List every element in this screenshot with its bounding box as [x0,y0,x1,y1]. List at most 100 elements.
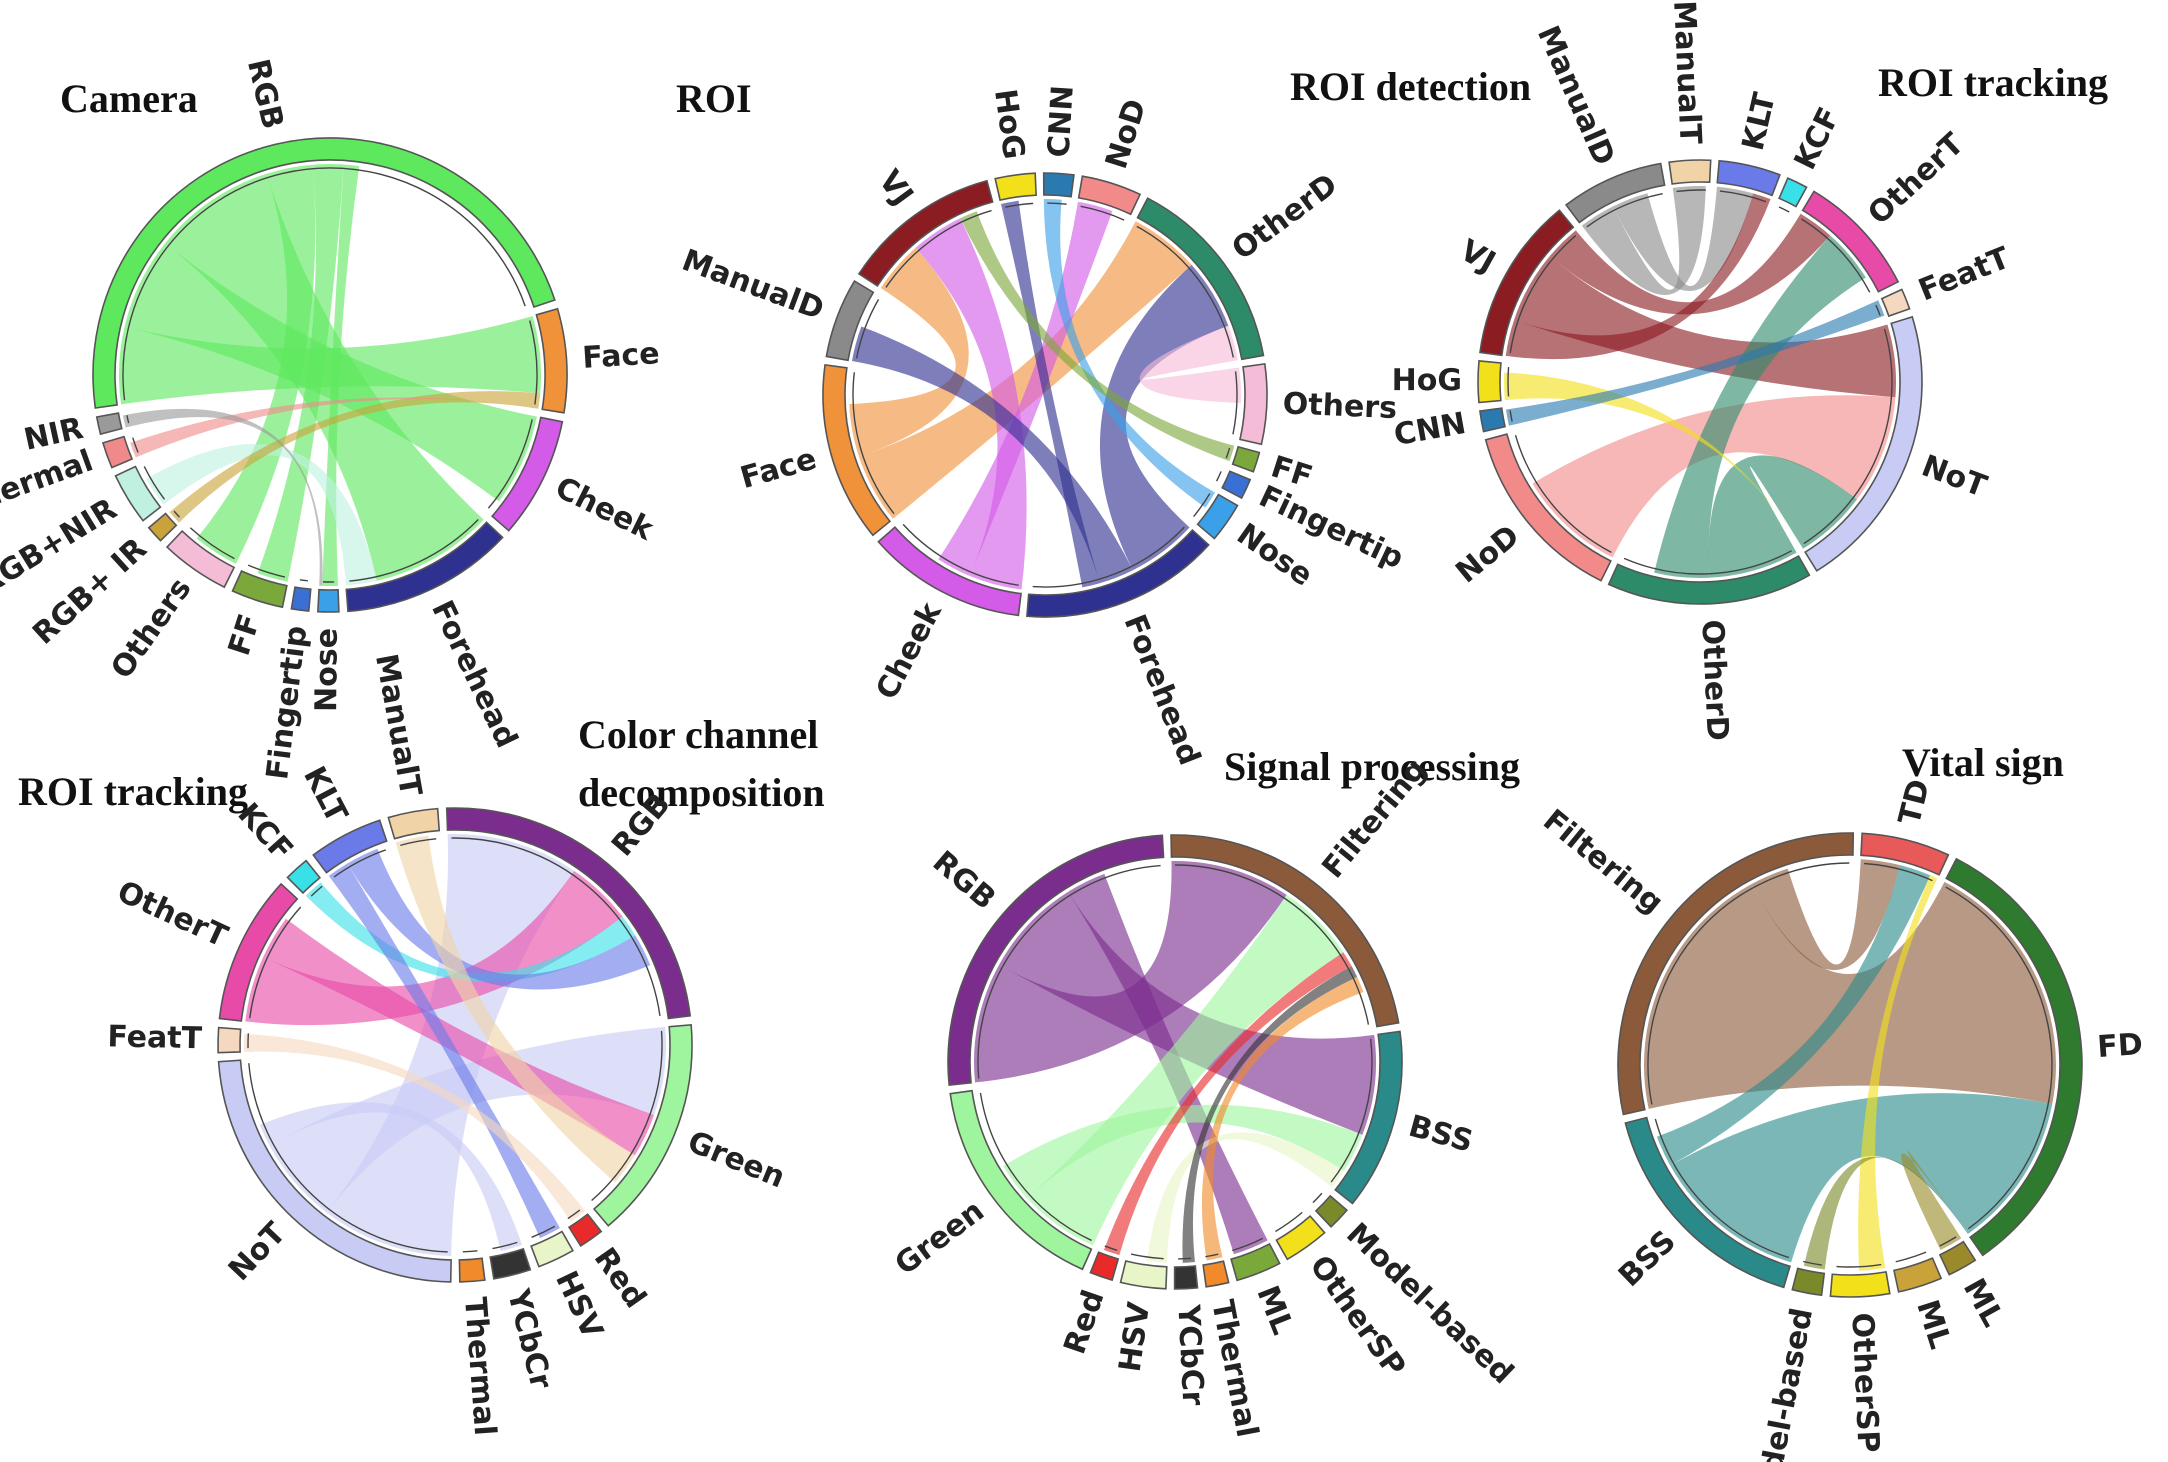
segment-label-otherd: OtherD [1226,167,1344,267]
segment-track [1803,328,1893,545]
segment-label-cheek: Cheek [550,470,660,548]
segment-arc-featt [1880,288,1911,318]
segment-label-cnn: CNN [1391,406,1468,453]
segment-arc-featt [217,1026,242,1054]
segment-track [1623,550,1793,575]
ribbon-thermal-to-filtering [1201,977,1364,1261]
segment-arc-model-based [1314,1194,1349,1228]
segment-arc-rgb-ir [147,512,178,542]
ribbons [244,834,666,1256]
ribbon-ycbcr-to-filtering [1182,966,1358,1263]
segment-arc-others [165,529,236,589]
segment-label-ml: ML [1249,1281,1300,1339]
segment-label-green: Green [889,1193,991,1282]
segment-label-thermal: Thermal [1204,1297,1264,1440]
segment-label-not: NoT [222,1215,293,1287]
segment-label-face: Face [737,442,821,497]
segment-arc-model-based [1791,1267,1826,1297]
segment-arc-bss [1624,1116,1791,1289]
segment-track [487,419,533,509]
ribbon-vj-to-klt [1505,193,1771,360]
ribbons [1644,859,2056,1271]
segment-track [1312,1192,1323,1204]
segment-track [1509,235,1577,354]
segment-track [132,437,139,453]
segment-track [1875,304,1881,316]
segment-arc-hsv [530,1230,574,1268]
segment-label-ml: ML [1956,1273,2010,1333]
segment-arc-not [217,1059,452,1283]
segment-track [1778,206,1790,213]
segment-label-featt: FeatT [107,1019,203,1056]
segment-label-nod: NoD [1449,518,1526,590]
segment-arc-face [822,363,892,537]
title-color-channel-line2: decomposition [578,770,825,815]
segment-track [1136,225,1234,358]
segment-arc-rgb [92,137,556,409]
ribbon-hsv-to-bss [1146,1132,1344,1263]
segment-track [189,527,235,560]
ribbon-nod-to-not [1532,395,1896,558]
segment-arc-cheek [877,526,1022,617]
segment-track [1647,862,1850,1105]
segment-arc-filtering [1617,832,1855,1116]
segment-label-bss: BSS [1405,1109,1477,1160]
ribbon-manuald-to-manualt [1581,186,1706,296]
ribbon-face-to-otherd [858,221,1192,519]
segment-label-bss: BSS [1612,1224,1683,1294]
ribbon-othersp-to-td [1858,875,1938,1271]
segment-arc-ycbcr [1173,1265,1199,1290]
segment-track [126,415,130,424]
ribbon-rgb-to-filtering [974,861,1287,1083]
segment-arc-cnn [1042,172,1075,198]
ribbon-rgb-to-bss [999,891,1376,1135]
ribbon-vj-to-othert [1549,213,1831,315]
ribbon-klt-to-rgb [347,848,651,990]
segment-arc-hsv [1119,1260,1168,1290]
segment-track [1895,1251,1927,1263]
segment-track [1231,1237,1264,1252]
segment-label-vj: VJ [1454,233,1501,280]
chord-diagram-4: RGBGreenRedHSVYCbCrThermalNoTFeatTOtherT… [107,651,790,1437]
segment-track [1104,1245,1118,1251]
segment-label-face: Face [581,336,660,376]
segment-arc-forehead [1026,528,1210,618]
segment-track [1005,202,1034,208]
segment-arc-klt [1716,159,1781,197]
chord-diagram-5: FilteringBSSModel-basedOtherSPMLThermalY… [889,752,1520,1440]
ribbon-otherd-to-othert [1654,235,1866,579]
segment-arc-hog [1477,360,1502,404]
segment-label-othersp: OtherSP [1844,1312,1885,1453]
title-signal-processing: Signal processing [1224,744,1520,789]
segment-track [1275,1211,1303,1233]
title-camera: Camera [60,76,198,121]
segment-arc-red [567,1213,603,1248]
segment-arc-rgb [445,807,692,1020]
ribbon-cnn-to-featt [1505,300,1885,426]
segment-label-rgb: RGB [926,844,1002,916]
ribbon-face-to-vj [849,247,969,457]
segment-label-hog: HoG [987,87,1031,161]
segment-track [1225,447,1231,459]
segment-arc-vj [857,179,994,287]
segment-track [1514,435,1612,553]
segment-track [1801,218,1871,293]
segment-track [1676,189,1706,193]
segment-label-othert: OtherT [1862,126,1972,232]
segment-track [591,1030,663,1202]
segment-track [567,1209,581,1220]
ribbons [974,861,1376,1263]
segment-arc-filtering [1170,834,1400,1028]
segment-label-ycbcr: YCbCr [1170,1303,1210,1407]
segment-track [1330,1038,1373,1183]
segment-label-td: TD [1892,776,1937,829]
segment-track [1047,202,1067,205]
segment-arc-td [1860,832,1950,876]
segment-track [1836,1263,1882,1268]
segment-label-filtering: Filtering [1536,803,1669,921]
segment-arc-thermal [101,435,134,469]
segment-label-forehead: Forehead [1117,610,1207,770]
ribbons [849,199,1241,590]
segment-track [299,579,308,582]
